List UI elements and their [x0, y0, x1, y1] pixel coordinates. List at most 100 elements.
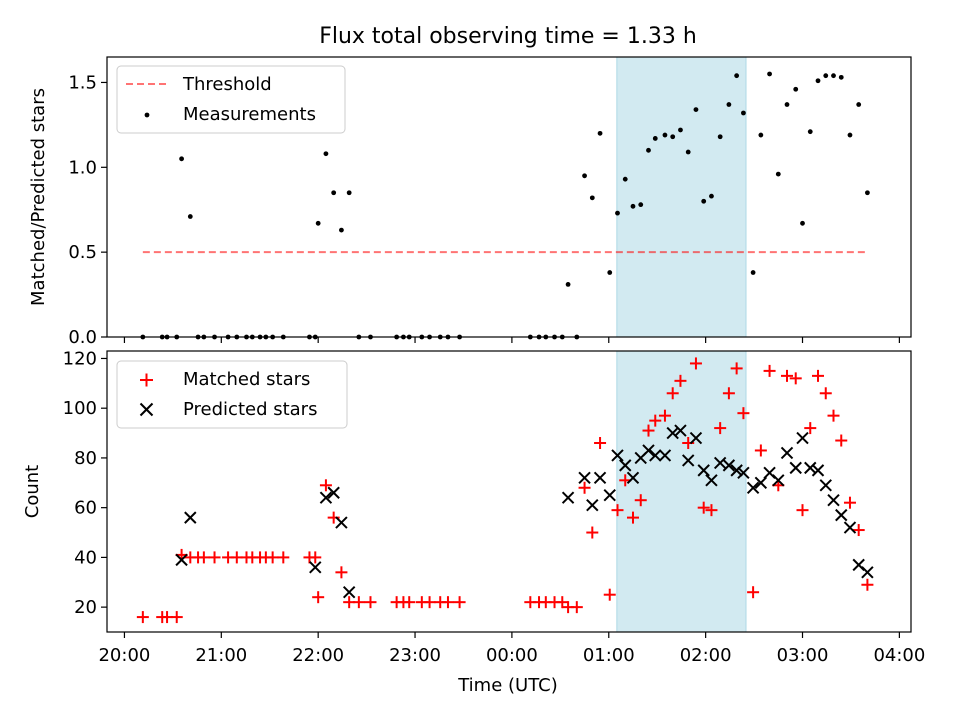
measurement-point [831, 73, 836, 79]
x-tick-label: 02:00 [680, 645, 732, 666]
predicted-star-point [626, 471, 640, 485]
x-tick-label: 04:00 [873, 645, 925, 666]
x-axis-label: Time (UTC) [457, 675, 558, 696]
figure-title: Flux total observing time = 1.33 h [319, 24, 697, 49]
matched-star-point [747, 586, 760, 599]
count-legend: Matched stars Predicted stars [116, 360, 348, 429]
predicted-star-point [578, 471, 591, 485]
matched-star-point [737, 407, 750, 420]
matched-legend-label: Matched stars [183, 369, 310, 390]
count-y-axis-label: Count [22, 465, 43, 518]
measurement-point [701, 198, 707, 204]
predicted-star-point [789, 461, 802, 475]
count-y-tick-label: 80 [74, 448, 97, 469]
matched-star-point [666, 387, 679, 400]
matched-star-point [586, 526, 599, 539]
measurement-point [838, 74, 844, 80]
matched-star-point [170, 611, 183, 624]
x-tick-label: 00:00 [486, 645, 538, 666]
predicted-star-point [796, 431, 809, 445]
predicted-legend-label: Predicted stars [183, 399, 317, 420]
predicted-star-point [642, 444, 655, 457]
measurement-point [589, 195, 595, 201]
matched-star-point [309, 551, 322, 564]
matched-star-point [453, 596, 466, 609]
measurement-point [597, 130, 603, 136]
measurement-point [767, 71, 772, 77]
matched-star-point [312, 591, 325, 604]
matched-star-point [197, 551, 210, 564]
predicted-star-point [561, 491, 575, 504]
ratio-panel: 0.0 0.5 1.0 1.5 Matched/Predicted stars Thr… [28, 56, 912, 348]
predicted-star-point [319, 491, 333, 504]
predicted-star-point [674, 424, 687, 437]
matched-star-point [796, 504, 809, 517]
measurement-point [865, 190, 870, 196]
measurement-point [615, 210, 620, 216]
predicted-star-point [746, 481, 760, 494]
predicted-star-point [835, 508, 848, 522]
ratio-legend: Threshold Measurements [116, 65, 346, 134]
measurement-point [775, 171, 781, 177]
measurement-point [315, 220, 321, 226]
ratio-y-axis-label: Matched/Predicted stars [28, 88, 49, 306]
count-y-tick-label: 20 [74, 597, 97, 618]
measurement-point [793, 86, 799, 92]
x-tick-label: 22:00 [292, 645, 344, 666]
matched-star-point [714, 422, 727, 435]
matched-star-point [722, 387, 735, 400]
predicted-star-point [327, 486, 340, 499]
matched-star-point [319, 479, 332, 492]
predicted-star-point [811, 464, 825, 477]
matched-star-point [626, 511, 639, 524]
measurement-point [582, 173, 587, 179]
predicted-star-point [593, 471, 607, 485]
measurement-point [565, 281, 571, 287]
predicted-star-point [754, 476, 768, 490]
measurement-point [726, 102, 732, 107]
predicted-star-point [705, 474, 718, 487]
predicted-star-point [689, 431, 703, 445]
measurement-point [800, 220, 805, 226]
matched-star-point [136, 611, 149, 624]
measurement-point [784, 102, 790, 107]
matched-star-point [789, 372, 802, 385]
measurement-point [678, 127, 683, 133]
measurement-point [685, 149, 691, 155]
predicted-star-point [843, 521, 857, 534]
predicted-star-point [772, 474, 785, 487]
measurement-point [741, 110, 746, 116]
ratio-y-tick-label: 1.0 [68, 157, 97, 178]
matched-star-point [689, 357, 702, 370]
predicted-star-point [175, 553, 188, 567]
matched-star-point [658, 409, 671, 422]
measurement-point [847, 132, 853, 138]
measurement-point [856, 102, 862, 107]
measurement-point [823, 73, 829, 79]
matched-star-point [852, 524, 865, 537]
count-y-tick-label: 60 [74, 498, 97, 519]
predicted-legend-swatch [139, 402, 154, 417]
ratio-y-tick-label: 0.5 [68, 242, 97, 263]
matched-star-point [730, 362, 743, 375]
ratio-observing-window-span [616, 56, 747, 338]
measurements-legend-label: Measurements [183, 104, 316, 125]
ratio-y-tick-label: 0.0 [68, 327, 97, 348]
x-axis-ticks: 20:00 21:00 22:00 23:00 00:00 01:00 02:00 03:00… [98, 645, 925, 666]
predicted-star-point [861, 566, 874, 579]
x-tick-label: 23:00 [389, 645, 441, 666]
matched-star-point [570, 601, 583, 614]
matched-star-point [705, 504, 718, 517]
count-legend-box [116, 360, 348, 429]
measurement-point [758, 132, 764, 138]
predicted-star-point [309, 561, 322, 574]
measurement-point [662, 132, 668, 138]
matched-star-point [649, 414, 662, 427]
count-y-tick-label: 120 [63, 348, 97, 369]
predicted-star-point [611, 449, 624, 462]
matched-star-point [266, 551, 279, 564]
matched-stars-series [136, 357, 874, 624]
threshold-legend-label: Threshold [182, 74, 272, 95]
predicted-star-point [649, 449, 662, 462]
